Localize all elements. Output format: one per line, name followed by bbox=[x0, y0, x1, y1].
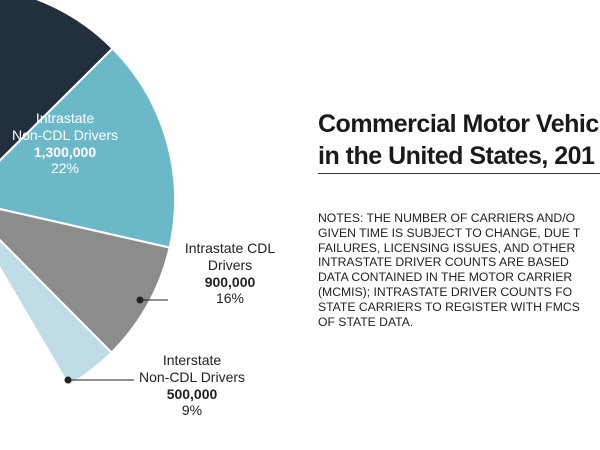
notes-line: GIVEN TIME IS SUBJECT TO CHANGE, DUE T bbox=[318, 225, 581, 240]
slice-label-interstate-non-cdl: Interstate Non-CDL Drivers 500,000 9% bbox=[130, 352, 254, 419]
slice-percent: 22% bbox=[50, 160, 80, 177]
title-divider bbox=[318, 173, 600, 174]
slice-name-line: Non-CDL Drivers bbox=[138, 368, 246, 385]
pie-slice bbox=[0, 238, 113, 387]
pie-slice bbox=[0, 0, 114, 162]
notes-line: DATA CONTAINED IN THE MOTOR CARRIER bbox=[318, 270, 573, 285]
slice-name-line: Non-CDL Drivers bbox=[11, 126, 119, 143]
pie-slice bbox=[0, 47, 176, 249]
slice-name-line: Intrastate CDL bbox=[184, 240, 276, 256]
leader-dot bbox=[136, 296, 144, 304]
notes-line: (MCMIS); INTRASTATE DRIVER COUNTS FO bbox=[318, 284, 573, 299]
chart-title: Commercial Motor Vehic in the United Sta… bbox=[318, 108, 600, 172]
pie-slice bbox=[0, 208, 171, 354]
slice-percent: 16% bbox=[215, 290, 245, 307]
notes-line: FAILURES, LICENSING ISSUES, AND OTHER bbox=[318, 240, 576, 255]
slice-count: 500,000 bbox=[166, 385, 218, 402]
slice-count: 900,000 bbox=[204, 273, 256, 290]
notes-line: STATE CARRIERS TO REGISTER WITH FMCS bbox=[318, 299, 580, 314]
notes-text: NOTES: THE NUMBER OF CARRIERS AND/O GIVE… bbox=[318, 211, 600, 329]
slice-name-line: Drivers bbox=[207, 256, 253, 273]
slice-percent: 9% bbox=[181, 402, 203, 419]
slice-label-intrastate-non-cdl: Intrastate Non-CDL Drivers 1,300,000 22% bbox=[0, 110, 130, 177]
chart-title-line: in the United States, 201 bbox=[318, 142, 595, 170]
notes-line: INTRASTATE DRIVER COUNTS ARE BASED bbox=[318, 255, 569, 270]
slice-name-line: Interstate bbox=[162, 352, 222, 368]
slice-count: 1,300,000 bbox=[33, 143, 97, 160]
slice-name-line: Intrastate bbox=[35, 110, 95, 126]
notes-line: OF STATE DATA. bbox=[318, 314, 414, 329]
chart-title-line: Commercial Motor Vehic bbox=[318, 110, 599, 138]
slice-label-intrastate-cdl: Intrastate CDL Drivers 900,000 16% bbox=[170, 240, 290, 307]
notes-line: NOTES: THE NUMBER OF CARRIERS AND/O bbox=[318, 211, 576, 225]
leader-dot bbox=[64, 376, 72, 384]
